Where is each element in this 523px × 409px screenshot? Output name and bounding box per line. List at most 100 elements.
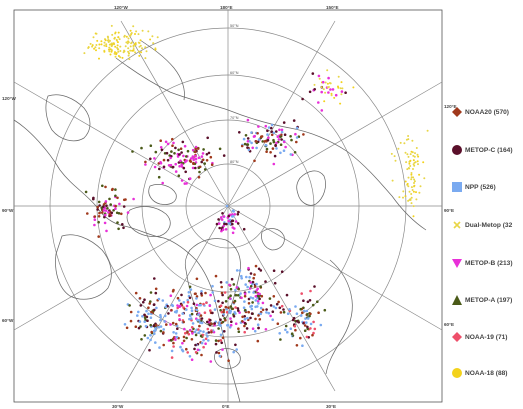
- observation-marker: [246, 316, 249, 320]
- observation-marker: [275, 147, 278, 150]
- observation-marker: [234, 293, 238, 297]
- observation-marker: [327, 86, 330, 88]
- observation-marker: [176, 155, 180, 158]
- observation-marker: [228, 297, 232, 300]
- observation-marker: [159, 315, 162, 319]
- observation-marker: [199, 334, 203, 338]
- observation-marker: [172, 341, 175, 345]
- observation-marker: [219, 216, 223, 219]
- observation-marker: [410, 193, 413, 195]
- observation-marker: [272, 131, 276, 135]
- observation-marker: [202, 330, 205, 334]
- observation-marker: [258, 297, 261, 301]
- observation-marker: [130, 32, 133, 34]
- lon-label-120w-side: 120°W: [2, 96, 17, 101]
- observation-marker: [280, 304, 284, 308]
- observation-marker: [317, 101, 320, 104]
- observation-marker: [247, 148, 251, 152]
- observation-marker: [413, 184, 416, 187]
- observation-marker: [178, 165, 181, 168]
- observation-marker: [273, 281, 277, 285]
- observation-marker: [205, 301, 208, 305]
- observation-marker: [185, 308, 188, 311]
- observation-marker: [221, 320, 225, 324]
- observation-marker: [268, 297, 272, 300]
- observation-marker: [124, 45, 127, 48]
- coastline-hudson-bay: [55, 234, 112, 300]
- observation-marker: [293, 324, 297, 328]
- observation-marker: [218, 226, 221, 230]
- observation-marker: [217, 218, 220, 221]
- observation-marker: [408, 162, 411, 165]
- observation-marker: [252, 135, 256, 138]
- observation-marker: [301, 344, 304, 348]
- observation-marker: [138, 297, 142, 300]
- observation-marker: [290, 332, 294, 336]
- observation-marker: [190, 326, 194, 329]
- meridian-120w: [13, 81, 229, 207]
- observation-marker: [189, 317, 193, 320]
- observation-marker: [256, 132, 259, 135]
- observation-marker: [276, 322, 280, 326]
- observation-marker: [211, 311, 214, 315]
- observation-marker: [194, 150, 197, 154]
- observation-marker: [256, 287, 260, 291]
- observation-marker: [197, 331, 200, 335]
- observation-marker: [169, 163, 173, 167]
- coastline-novaya-zemlya: [296, 170, 326, 206]
- observation-marker: [273, 154, 277, 158]
- observation-marker: [207, 331, 211, 334]
- observation-marker: [153, 332, 156, 336]
- observation-marker: [157, 175, 161, 179]
- observation-marker: [228, 311, 232, 315]
- observation-marker: [152, 303, 156, 306]
- observation-marker: [319, 323, 323, 327]
- observation-marker: [179, 159, 182, 163]
- observation-marker: [178, 153, 181, 156]
- observation-marker: [186, 351, 189, 354]
- observation-marker: [253, 273, 256, 276]
- observation-marker: [186, 330, 189, 334]
- observation-marker: [114, 55, 117, 58]
- observation-marker: [251, 301, 254, 304]
- observation-marker: [225, 281, 228, 284]
- observation-marker: [110, 45, 113, 48]
- observation-marker: [166, 142, 170, 146]
- observation-marker: [404, 151, 407, 154]
- observation-marker: [320, 109, 324, 112]
- observation-marker: [235, 286, 239, 289]
- observation-marker: [139, 304, 143, 307]
- observation-marker: [333, 96, 336, 99]
- observation-marker: [242, 137, 246, 141]
- lon-label-120w: 120°W: [114, 5, 129, 10]
- meridian-150e: [227, 20, 336, 207]
- observation-marker: [267, 126, 271, 129]
- observation-marker: [245, 275, 248, 279]
- observation-marker: [224, 228, 228, 231]
- observation-marker: [125, 326, 129, 330]
- observation-marker: [242, 306, 246, 310]
- observation-marker: [115, 38, 118, 41]
- observation-marker: [107, 36, 110, 39]
- observation-marker: [217, 351, 221, 355]
- observation-marker: [127, 41, 130, 44]
- observation-marker: [204, 342, 207, 346]
- observation-marker: [104, 209, 108, 212]
- observation-marker: [105, 45, 108, 48]
- observation-marker: [239, 292, 242, 295]
- observation-marker: [197, 319, 201, 322]
- observation-marker: [232, 350, 235, 354]
- observation-marker: [143, 316, 147, 320]
- observation-marker: [191, 332, 194, 335]
- lon-label-0e: 0°E: [222, 404, 229, 409]
- observation-marker: [115, 52, 118, 55]
- observation-marker: [169, 294, 173, 298]
- legend-item-noaa18: NOAA-18 (88): [452, 366, 508, 380]
- observation-marker: [182, 301, 186, 304]
- observation-marker: [410, 176, 413, 179]
- observation-marker: [135, 30, 138, 33]
- observation-marker: [309, 289, 312, 293]
- observation-marker: [191, 155, 195, 158]
- observation-marker: [177, 174, 181, 177]
- observation-marker: [183, 144, 187, 148]
